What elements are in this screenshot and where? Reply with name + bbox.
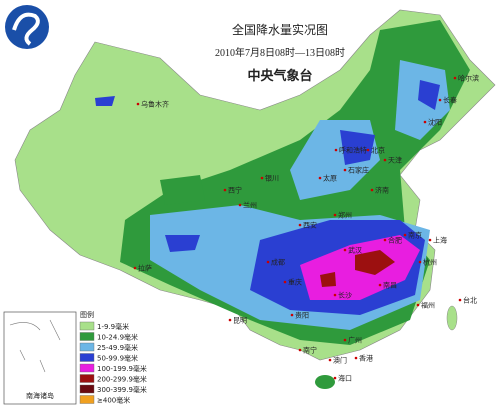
legend-title: 图例 — [80, 310, 94, 319]
city-dot — [343, 168, 347, 172]
city-dot — [366, 148, 370, 152]
inset-label: 南海诸岛 — [26, 391, 54, 400]
city-label: 重庆 — [288, 278, 302, 287]
legend-swatch — [79, 363, 95, 373]
city-dot — [318, 176, 322, 180]
city-dot — [136, 102, 140, 106]
agency: 中央气象台 — [247, 68, 312, 84]
city-dot — [383, 158, 387, 162]
city-dot — [223, 188, 227, 192]
legend-swatch — [79, 332, 95, 341]
inset-frame — [3, 311, 77, 405]
city-dot — [266, 260, 270, 264]
city-label: 长沙 — [338, 291, 352, 300]
city-dot — [354, 356, 358, 360]
city-label: 海口 — [338, 374, 352, 383]
city-label: 澳门 — [333, 356, 347, 365]
city-label: 郑州 — [338, 212, 352, 220]
legend-swatch — [79, 321, 95, 331]
legend-label: 100-199.9毫米 — [97, 364, 147, 373]
city-label: 杭州 — [423, 258, 437, 267]
city-label: 呼和浩特 — [339, 146, 367, 155]
city-dot — [418, 260, 422, 264]
city-dot — [438, 98, 442, 102]
city-dot — [334, 148, 338, 152]
city-dot — [343, 248, 347, 252]
city-label: 台北 — [463, 296, 477, 305]
city-dot — [298, 223, 302, 227]
city-label: 南京 — [408, 231, 422, 240]
city-label: 南昌 — [383, 281, 397, 290]
legend-swatch — [79, 342, 95, 352]
city-dot — [328, 358, 332, 362]
city-label: 上海 — [433, 236, 447, 245]
city-label: 拉萨 — [138, 264, 152, 273]
city-label: 南宁 — [303, 346, 317, 355]
city-dot — [290, 313, 294, 317]
inset-islands — [9, 319, 61, 373]
legend-swatch — [79, 395, 95, 404]
city-label: 广州 — [348, 336, 362, 345]
legend-label: 25-49.9毫米 — [97, 343, 138, 352]
city-label: 香港 — [359, 354, 373, 363]
city-dot — [283, 280, 287, 284]
legend-label: 1-9.9毫米 — [97, 322, 129, 331]
city-dot — [333, 213, 337, 217]
city-label: 天津 — [388, 157, 402, 165]
city-label: 北京 — [371, 146, 385, 155]
city-label: 成都 — [271, 258, 285, 267]
city-dot — [370, 188, 374, 192]
legend-swatch — [79, 353, 95, 362]
hainan — [315, 375, 335, 389]
legend-swatch — [79, 374, 95, 383]
city-label: 石家庄 — [348, 166, 369, 175]
city-label: 长春 — [443, 96, 457, 105]
city-dot — [228, 318, 232, 322]
city-dot — [298, 348, 302, 352]
city-label: 福州 — [421, 301, 435, 310]
city-dot — [133, 266, 137, 270]
legend-label: 50-99.9毫米 — [97, 354, 138, 363]
title: 全国降水量实况图 — [232, 22, 328, 37]
city-dot — [428, 238, 432, 242]
taiwan — [446, 305, 458, 331]
legend-label: 10-24.9毫米 — [97, 333, 138, 342]
city-dot — [333, 376, 337, 380]
city-dot — [416, 303, 420, 307]
city-dot — [343, 338, 347, 342]
city-dot — [333, 293, 337, 297]
city-label: 贵阳 — [295, 311, 309, 320]
city-dot — [378, 283, 382, 287]
city-dot — [458, 298, 462, 302]
rain-zones — [95, 20, 470, 345]
city-label: 太原 — [323, 174, 337, 183]
logo — [5, 5, 49, 49]
city-label: 银川 — [265, 174, 279, 183]
city-label: 合肥 — [388, 236, 402, 245]
city-label: 昆明 — [233, 317, 247, 325]
legend-label: 200-299.9毫米 — [97, 375, 147, 384]
city-label: 乌鲁木齐 — [141, 100, 169, 109]
city-label: 兰州 — [243, 201, 257, 210]
city-label: 武汉 — [348, 246, 362, 255]
city-dot — [453, 76, 457, 80]
city-label: 哈尔滨 — [458, 74, 479, 83]
legend-label: ≥400毫米 — [97, 396, 130, 405]
city-dot — [383, 238, 387, 242]
city-label: 西安 — [303, 221, 317, 230]
city-label: 济南 — [375, 186, 389, 195]
subtitle: 2010年7月8日08时—13日08时 — [215, 46, 345, 59]
legend-swatch — [79, 384, 95, 394]
city-dot — [238, 203, 242, 207]
city-label: 西宁 — [228, 186, 242, 195]
city-label: 沈阳 — [428, 118, 442, 127]
city-dot — [423, 120, 427, 124]
legend-label: 300-399.9毫米 — [97, 385, 147, 394]
city-dot — [403, 233, 407, 237]
city-dot — [260, 176, 264, 180]
